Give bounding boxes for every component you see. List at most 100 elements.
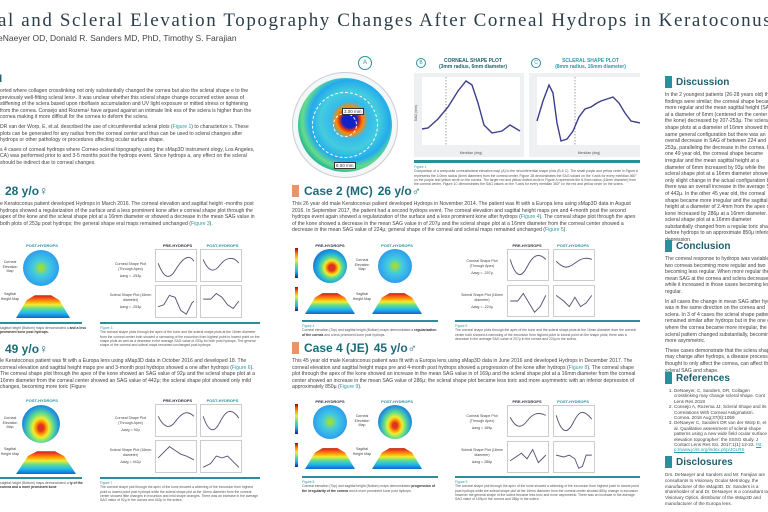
corneal-plot-label-text: Corneal Shape Plot (Through Apex) bbox=[466, 414, 498, 423]
color-scale-bar bbox=[295, 443, 298, 467]
post-corneal-elevation-map bbox=[378, 249, 412, 283]
case-1-text-end: ). bbox=[209, 220, 213, 227]
corneal-shape-plot: Meridian (deg) SAG (mm) bbox=[414, 73, 524, 157]
case-1-text: e Keratoconus patient developed Hydrops … bbox=[0, 201, 258, 227]
scleral-plot-label: Scleral Shape Plot (16mm diameter) Δavg =… bbox=[460, 293, 504, 310]
conclusion-bar bbox=[665, 240, 672, 252]
figure-9-link[interactable]: Figure 9 bbox=[339, 384, 359, 391]
figure-5-link[interactable]: Figure 5 bbox=[544, 227, 564, 234]
case-2-heading: Case 2 (MC) 26 y/o♂ bbox=[292, 184, 421, 198]
pre-hydrops-label: PRE-HYDROPS bbox=[315, 399, 345, 404]
figure-1-title: Figure 1 bbox=[414, 165, 427, 169]
pre-sagittal-height-map bbox=[305, 448, 355, 469]
pre-corneal-elevation-map bbox=[313, 405, 347, 439]
corneal-plot-label: Corneal Shape Plot (Through Apex) Δavg = … bbox=[108, 262, 153, 279]
figure-6-caption: sagittal height (Bottom) maps demonstrat… bbox=[0, 481, 90, 490]
case1-pre-corneal-plot bbox=[155, 249, 197, 282]
corneal-shape-curve bbox=[421, 80, 521, 134]
case4-post-corneal-plot bbox=[553, 405, 595, 437]
figure-8-link[interactable]: Figure 8 bbox=[568, 364, 588, 371]
color-scale-bar bbox=[295, 404, 298, 434]
reference-link[interactable]: http://www.jclrs.org/index.php/JCLRS bbox=[674, 442, 762, 453]
plot-b-title: CORNEAL SHAPE PLOT bbox=[444, 58, 502, 64]
case2-post-scleral-plot bbox=[553, 285, 595, 317]
figure-9-title: Figure 9 bbox=[455, 480, 468, 484]
corneal-map-label: Corneal Elevation Map bbox=[2, 416, 18, 429]
figure-6-link[interactable]: Figure 6 bbox=[231, 364, 251, 371]
figure-4-link[interactable]: Figure 4 bbox=[520, 214, 540, 221]
figure-1-caption-text: Comparison of a composite corneal/sclera… bbox=[414, 169, 639, 187]
figure-5-title: Figure 5 bbox=[455, 324, 468, 328]
corneal-plot-label: Corneal Shape Plot (Through Apex) Δavg = … bbox=[460, 414, 504, 431]
conclusion-p3: These cases demonstrate that the sclera … bbox=[665, 347, 768, 374]
corneal-plot-label-text: Corneal Shape Plot (Through Apex) bbox=[114, 416, 147, 425]
figure-2-caption: sagittal height (Bottom) maps demonstrat… bbox=[0, 326, 90, 335]
corneal-delta: Δavg = -253μ bbox=[119, 274, 142, 278]
figure-1b-badge: B bbox=[416, 58, 426, 68]
case4-pre-corneal-plot bbox=[507, 405, 549, 437]
conclusion-heading: Conclusion bbox=[665, 240, 730, 252]
disclosures-bar bbox=[665, 456, 672, 468]
case3-pre-scleral-plot bbox=[155, 440, 197, 473]
case-2-age: 26 y/o♂ bbox=[377, 184, 421, 198]
background-p2-text: DR van der Worp, E, et.al. described the… bbox=[0, 123, 173, 130]
x-axis-label: Meridian (deg) bbox=[578, 151, 601, 155]
references-heading-text: References bbox=[676, 372, 730, 384]
figure-1a-badge: A bbox=[358, 56, 372, 70]
post-hydrops-label: POST-HYDROPS bbox=[557, 243, 589, 248]
post-hydrops-label: POST-HYDROPS bbox=[557, 399, 589, 404]
case-4-heading: Case 4 (JE) 45 y/o♂ bbox=[292, 341, 417, 355]
case-3-text-end: ). The corneal shape plot through the ap… bbox=[0, 364, 255, 391]
post-sagittal-height-map bbox=[372, 448, 422, 469]
inner-ring-label: 3.00 mm bbox=[342, 108, 364, 115]
pre-hydrops-label: PRE-HYDROPS bbox=[512, 243, 542, 248]
figure-3-link[interactable]: Figure 3 bbox=[190, 220, 210, 227]
references-list: DeNaeyer, C, Sanders, DR, Collagen cross… bbox=[674, 388, 767, 453]
pre-sagittal-height-map bbox=[305, 293, 355, 314]
scleral-delta: Δavg = 286μ bbox=[471, 460, 493, 464]
post-corneal-elevation-map bbox=[378, 405, 412, 439]
plot-area bbox=[537, 77, 640, 145]
figure-8-caption-a: Corneal elevation (Top) and sagittal hei… bbox=[302, 484, 411, 489]
outer-ring bbox=[312, 92, 378, 158]
case-2-text-mid: ). The corneal shape plot through the ap… bbox=[292, 214, 636, 234]
case-1-heading: )28 y/o♀ bbox=[0, 184, 48, 198]
case-4-text-body: This 45 year old male Keratoconus patien… bbox=[292, 358, 633, 371]
case1-pre-scleral-plot bbox=[155, 285, 197, 318]
x-axis-label: Meridian (deg) bbox=[460, 151, 483, 155]
case-4-title: Case 4 (JE) bbox=[304, 341, 369, 355]
case-4-bar bbox=[292, 342, 299, 354]
conclusion-p2: In all cases the change in mean SAG afte… bbox=[665, 298, 768, 345]
case-2-title: Case 2 (MC) bbox=[304, 184, 373, 198]
figure-8-title: Figure 8 bbox=[302, 480, 315, 484]
plot-area bbox=[422, 77, 520, 145]
corneal-map-label: Corneal Elevation Map bbox=[354, 258, 370, 271]
figure-1-link[interactable]: Figure 1 bbox=[172, 123, 192, 130]
sagittal-height-map bbox=[16, 451, 76, 474]
figure-5-rule bbox=[455, 320, 640, 322]
disclosures-heading: Disclosures bbox=[665, 456, 733, 468]
conclusion-p1: The corneal response to hydrops was vari… bbox=[665, 256, 768, 295]
background-text: orted where collagen crosslinking not on… bbox=[0, 88, 258, 170]
sagittal-height-map bbox=[16, 295, 70, 318]
case-3-heading: )49 y/o♀ bbox=[0, 342, 48, 356]
pre-hydrops-label: PRE-HYDROPS bbox=[162, 398, 193, 403]
figure-3-rule bbox=[100, 322, 260, 324]
scleral-plot-label-text: Scleral Shape Plot (16mm diameter) bbox=[461, 448, 503, 457]
outer-ring-label: 8.00 mm bbox=[334, 162, 356, 169]
reference-item: DeNaeyer C, Sanders DR van der Worp E, e… bbox=[674, 420, 767, 452]
case3-post-corneal-plot bbox=[200, 404, 242, 437]
color-scale-bar bbox=[295, 248, 298, 278]
figure-7-caption: Figure 7 The corneal shape plot through t… bbox=[100, 481, 260, 502]
figure-1-rule bbox=[414, 160, 640, 163]
figure-8-caption-b: progression of the irregularity of the c… bbox=[302, 484, 436, 493]
figure-4-caption-c: and a less prominent kone post hydrops. bbox=[324, 332, 386, 337]
color-scale-bar bbox=[295, 287, 298, 311]
scleral-plot-label: Scleral Shape Plot (16mm diameter) Δavg =… bbox=[108, 293, 153, 310]
figure-2-rule bbox=[0, 322, 82, 324]
sagittal-map-label: Sagittal Height Map bbox=[352, 447, 372, 456]
figure-4-caption-b: regularization of the cornea bbox=[302, 328, 437, 337]
discussion-bar bbox=[665, 76, 672, 88]
authors: eNaeyer OD, Donald R. Sanders MD, PhD, T… bbox=[0, 33, 237, 43]
case2-pre-corneal-plot bbox=[507, 249, 549, 281]
